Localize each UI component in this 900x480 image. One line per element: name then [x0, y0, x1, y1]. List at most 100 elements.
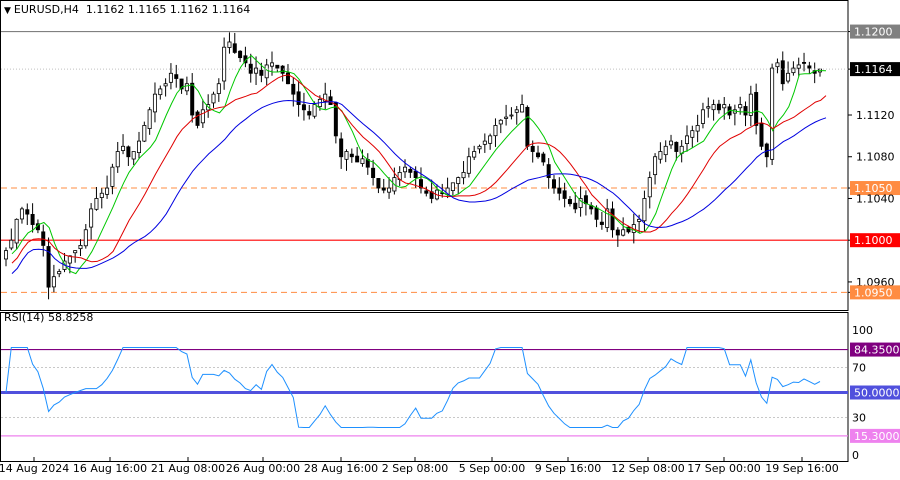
candle-bull — [637, 218, 642, 222]
candle-bear — [349, 153, 354, 158]
candle-bull — [722, 104, 727, 109]
candle-bull — [504, 116, 509, 119]
x-tick-label: 12 Sep 08:00 — [611, 462, 684, 475]
candle-bull — [227, 41, 232, 48]
candle-bull — [514, 109, 519, 113]
candle-bull — [796, 64, 801, 69]
candle-bear — [557, 187, 562, 194]
candle-bear — [301, 104, 306, 111]
candle-bull — [477, 145, 482, 150]
price-tag-label: 1.0950 — [854, 286, 893, 299]
candle-bull — [200, 109, 205, 124]
candle-bear — [408, 168, 413, 173]
rsi-tick-label: 70 — [852, 362, 866, 375]
price-tag-label: 1.1000 — [854, 234, 893, 247]
candle-bull — [254, 67, 259, 74]
x-tick-label: 28 Aug 16:00 — [304, 462, 378, 475]
candle-bull — [9, 239, 14, 249]
candle-bear — [626, 226, 631, 233]
candle-bear — [371, 167, 376, 179]
price-tag-1.1200 — [850, 24, 900, 39]
x-tick-label: 17 Sep 00:00 — [687, 462, 760, 475]
candle-bear — [30, 214, 35, 225]
candle-bull — [498, 119, 503, 125]
candle-bull — [450, 182, 455, 191]
candle-bull — [700, 109, 705, 124]
candle-bear — [238, 50, 243, 59]
candle-bull — [578, 198, 583, 208]
candle-bull — [695, 125, 700, 132]
candle-bull — [445, 187, 450, 196]
candle-bull — [110, 166, 115, 187]
candle-bull — [770, 67, 775, 160]
rsi-level-tag — [850, 342, 900, 357]
candle-bull — [163, 83, 168, 87]
candle-bear — [551, 179, 556, 189]
candle-bear — [594, 207, 599, 220]
price-tag-1.0950 — [850, 285, 900, 300]
x-tick-label: 16 Aug 16:00 — [73, 462, 147, 475]
candle-bull — [4, 250, 9, 260]
x-tick-label: 9 Sep 16:00 — [535, 462, 601, 475]
candle-bull — [621, 229, 626, 236]
dropdown-triangle-icon[interactable]: ▼ — [4, 6, 11, 16]
candle-bear — [232, 43, 237, 53]
candle-bear — [615, 229, 620, 236]
rsi-tick-label: 100 — [852, 324, 873, 337]
candle-bull — [509, 114, 514, 117]
candle-bull — [791, 67, 796, 74]
candle-bull — [312, 104, 317, 117]
candle-bull — [94, 198, 99, 210]
candle-bull — [115, 151, 120, 168]
candle-bull — [264, 64, 269, 79]
candle-bull — [642, 198, 647, 222]
x-tick-label: 19 Sep 16:00 — [765, 462, 838, 475]
price-tag-label: 1.1050 — [854, 182, 893, 195]
rsi-line — [5, 347, 821, 428]
candle-bull — [456, 177, 461, 184]
candle-bull — [488, 135, 493, 144]
candle-bull — [147, 109, 152, 129]
chart-header: ▼ EURUSD,H4 1.1162 1.1165 1.1162 1.1164 — [4, 3, 250, 16]
price-tag-1.1164 — [850, 62, 900, 77]
candle-bull — [184, 83, 189, 92]
candle-bull — [466, 156, 471, 174]
candles-group — [4, 32, 823, 300]
price-tick-label: 1.1080 — [856, 151, 895, 164]
candle-bear — [418, 179, 423, 189]
candle-bear — [759, 123, 764, 147]
candle-bear — [280, 65, 285, 74]
price-tag-1.1000 — [850, 233, 900, 248]
candle-bull — [663, 145, 668, 156]
candle-bear — [328, 96, 333, 105]
x-tick-label: 26 Aug 00:00 — [226, 462, 300, 475]
candle-bull — [323, 93, 328, 102]
candle-bull — [121, 145, 126, 151]
x-tick-label: 21 Aug 08:00 — [151, 462, 225, 475]
candle-bull — [493, 125, 498, 137]
candle-bear — [546, 164, 551, 179]
symbol-label: EURUSD,H4 — [13, 3, 79, 16]
candle-bull — [684, 135, 689, 144]
rsi-level-tag — [850, 385, 900, 400]
price-tag-1.1050 — [850, 181, 900, 196]
candle-bull — [482, 140, 487, 145]
candle-bull — [748, 93, 753, 116]
candle-bull — [344, 151, 349, 160]
ma-medium-line — [11, 74, 827, 264]
candle-bear — [599, 221, 604, 225]
candle-bear — [567, 199, 572, 205]
candle-bull — [775, 62, 780, 68]
candle-bear — [195, 111, 200, 126]
rsi-tick-label: 0 — [852, 449, 859, 462]
candle-bear — [307, 111, 312, 116]
candle-bear — [802, 62, 807, 64]
candle-bull — [270, 62, 275, 67]
candle-bull — [152, 93, 157, 113]
rsi-panel-frame — [0, 312, 849, 462]
candle-bear — [780, 60, 785, 85]
candle-bull — [738, 104, 743, 109]
candle-bull — [216, 83, 221, 94]
